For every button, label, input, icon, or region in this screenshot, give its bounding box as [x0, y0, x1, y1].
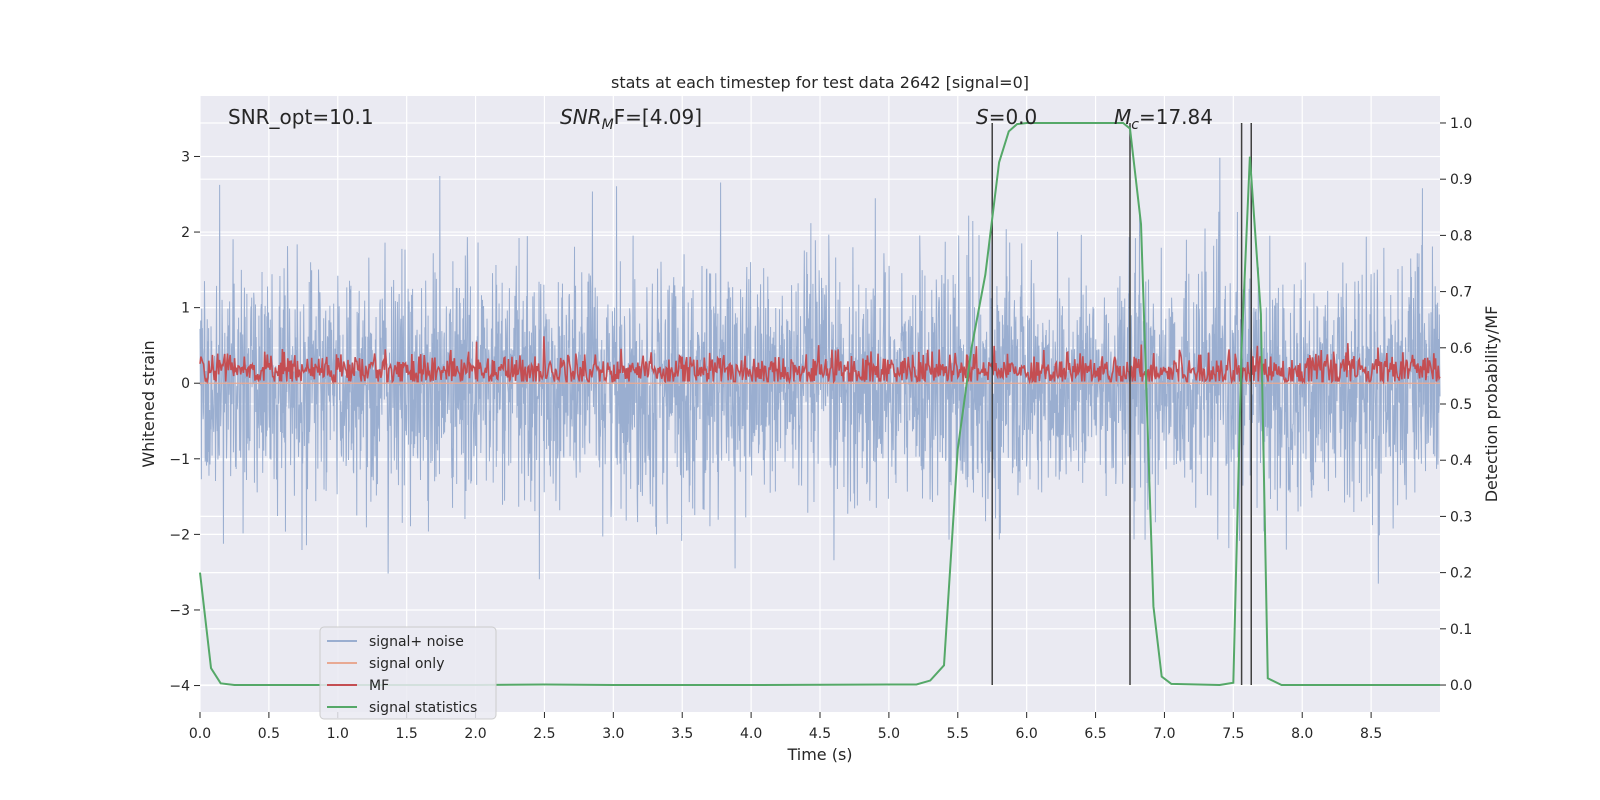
y2-tick-label-1: 0.1: [1450, 622, 1472, 638]
y2-tick-label-9: 0.9: [1450, 172, 1472, 188]
x-tick-label-14: 7.0: [1153, 726, 1175, 742]
x-tick-label-2: 1.0: [327, 726, 349, 742]
series-mf: [199, 336, 1441, 385]
x-tick-label-6: 3.0: [602, 726, 624, 742]
y-tick-label-5: 1: [181, 301, 190, 317]
y2-tick-label-6: 0.6: [1450, 341, 1472, 357]
y-axis-title: Whitened strain: [139, 340, 158, 467]
y-tick-label-1: −3: [169, 603, 190, 619]
x-tick-label-1: 0.5: [258, 726, 280, 742]
left-axis: −4 −3 −2 −1 0 1 2 3: [169, 149, 200, 695]
annotation-s-label: S: [976, 105, 989, 129]
y2-tick-label-5: 0.5: [1450, 397, 1472, 413]
y2-axis-title: Detection probability/MF: [1482, 306, 1501, 503]
legend-label-signal-statistics: signal statistics: [369, 700, 477, 716]
annotation-s-rest: =0.0: [989, 105, 1038, 129]
x-tick-label-9: 4.5: [809, 726, 831, 742]
annotation-mc-sub: c: [1131, 117, 1139, 133]
x-tick-label-7: 3.5: [671, 726, 693, 742]
data-layer: [199, 121, 1441, 687]
right-axis: 0.0 0.1 0.2 0.3 0.4 0.5 0.6 0.7 0.8 0.9 1.0: [1440, 116, 1472, 694]
x-tick-label-13: 6.5: [1084, 726, 1106, 742]
series-signal-noise: [199, 157, 1441, 584]
x-axis-title: Time (s): [786, 745, 852, 764]
x-tick-label-4: 2.0: [464, 726, 486, 742]
x-tick-label-16: 8.0: [1291, 726, 1313, 742]
x-tick-label-11: 5.5: [947, 726, 969, 742]
y2-tick-label-10: 1.0: [1450, 116, 1472, 132]
y-tick-label-0: −4: [169, 679, 190, 695]
y2-tick-label-8: 0.8: [1450, 228, 1472, 244]
y-tick-label-6: 2: [181, 225, 190, 241]
y2-tick-label-3: 0.3: [1450, 509, 1472, 525]
legend-label-mf: MF: [369, 678, 389, 694]
annotation-snr-mf-sub: M: [602, 117, 614, 133]
legend-label-signal-noise: signal+ noise: [369, 634, 464, 650]
x-tick-label-8: 4.0: [740, 726, 762, 742]
y-tick-label-7: 3: [181, 149, 190, 165]
x-tick-label-5: 2.5: [533, 726, 555, 742]
legend-box: [319, 626, 497, 720]
chart-title: stats at each timestep for test data 264…: [611, 73, 1029, 92]
x-tick-label-0: 0.0: [189, 726, 211, 742]
x-axis: 0.0 0.5 1.0 1.5 2.0 2.5 3.0 3.5 4.0 4.5 5.0 5.5 6.0 6…: [189, 712, 1382, 742]
y2-tick-label-2: 0.2: [1450, 566, 1472, 582]
y2-tick-label-4: 0.4: [1450, 453, 1472, 469]
legend-label-signal-only: signal only: [369, 656, 444, 672]
legend: signal+ noise signal only MF signal stat…: [319, 626, 497, 720]
y-tick-label-2: −2: [169, 527, 190, 543]
y2-tick-label-0: 0.0: [1450, 678, 1472, 694]
annotation-mc-label: M: [1114, 105, 1131, 129]
y-tick-label-4: 0: [181, 376, 190, 392]
annotation-snr-mf: SNRMF=[4.09]: [560, 105, 702, 133]
y-tick-label-3: −1: [169, 452, 190, 468]
annotation-snr-mf-rest: F=[4.09]: [614, 105, 702, 129]
x-tick-label-15: 7.5: [1222, 726, 1244, 742]
annotation-s: S=0.0: [976, 105, 1037, 129]
annotation-snr-opt: SNR_opt=10.1: [228, 105, 374, 129]
annotation-mc-rest: =17.84: [1139, 105, 1213, 129]
annotation-mc: Mc=17.84: [1114, 105, 1213, 133]
x-tick-label-3: 1.5: [396, 726, 418, 742]
x-tick-label-17: 8.5: [1360, 726, 1382, 742]
y2-tick-label-7: 0.7: [1450, 285, 1472, 301]
x-tick-label-10: 5.0: [878, 726, 900, 742]
x-tick-label-12: 6.0: [1016, 726, 1038, 742]
annotation-snr-mf-label: SNR: [560, 105, 602, 129]
